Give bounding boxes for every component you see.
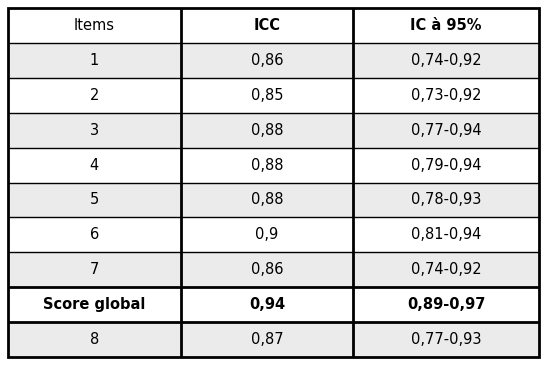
Bar xyxy=(8,147,181,182)
Bar xyxy=(8,218,181,252)
Text: 4: 4 xyxy=(90,158,99,173)
Text: 0,85: 0,85 xyxy=(251,88,283,103)
Bar xyxy=(181,322,353,357)
Text: ICC: ICC xyxy=(253,18,281,33)
Text: 0,94: 0,94 xyxy=(249,297,285,312)
Bar xyxy=(353,147,539,182)
Text: 0,89-0,97: 0,89-0,97 xyxy=(407,297,485,312)
Bar xyxy=(8,287,181,322)
Bar xyxy=(353,8,539,43)
Bar xyxy=(353,218,539,252)
Text: 0,73-0,92: 0,73-0,92 xyxy=(411,88,481,103)
Text: 7: 7 xyxy=(90,262,99,277)
Text: 0,88: 0,88 xyxy=(251,192,283,207)
Bar xyxy=(181,252,353,287)
Text: 3: 3 xyxy=(90,123,99,138)
Text: 0,74-0,92: 0,74-0,92 xyxy=(411,53,481,68)
Bar xyxy=(181,43,353,78)
Bar xyxy=(8,182,181,218)
Bar xyxy=(353,322,539,357)
Text: 5: 5 xyxy=(90,192,99,207)
Text: 0,78-0,93: 0,78-0,93 xyxy=(411,192,481,207)
Text: 0,88: 0,88 xyxy=(251,123,283,138)
Bar xyxy=(8,252,181,287)
Bar xyxy=(181,182,353,218)
Text: 2: 2 xyxy=(90,88,99,103)
Bar xyxy=(8,43,181,78)
Bar xyxy=(8,322,181,357)
Text: 0,81-0,94: 0,81-0,94 xyxy=(411,227,481,242)
Bar xyxy=(181,218,353,252)
Text: 0,77-0,93: 0,77-0,93 xyxy=(411,332,481,347)
Bar xyxy=(8,8,181,43)
Text: Score global: Score global xyxy=(43,297,146,312)
Bar xyxy=(181,78,353,113)
Text: IC à 95%: IC à 95% xyxy=(410,18,482,33)
Text: Items: Items xyxy=(74,18,115,33)
Bar xyxy=(353,252,539,287)
Bar xyxy=(353,43,539,78)
Text: 0,87: 0,87 xyxy=(251,332,283,347)
Text: 0,88: 0,88 xyxy=(251,158,283,173)
Bar xyxy=(353,78,539,113)
Bar xyxy=(181,113,353,147)
Bar xyxy=(181,287,353,322)
Text: 0,77-0,94: 0,77-0,94 xyxy=(411,123,481,138)
Bar xyxy=(8,113,181,147)
Bar xyxy=(181,147,353,182)
Bar xyxy=(353,287,539,322)
Text: 0,79-0,94: 0,79-0,94 xyxy=(411,158,481,173)
Bar xyxy=(8,78,181,113)
Text: 0,9: 0,9 xyxy=(255,227,278,242)
Text: 0,86: 0,86 xyxy=(251,262,283,277)
Bar xyxy=(353,182,539,218)
Text: 1: 1 xyxy=(90,53,99,68)
Text: 0,86: 0,86 xyxy=(251,53,283,68)
Bar xyxy=(353,113,539,147)
Bar xyxy=(181,8,353,43)
Text: 8: 8 xyxy=(90,332,99,347)
Text: 6: 6 xyxy=(90,227,99,242)
Text: 0,74-0,92: 0,74-0,92 xyxy=(411,262,481,277)
